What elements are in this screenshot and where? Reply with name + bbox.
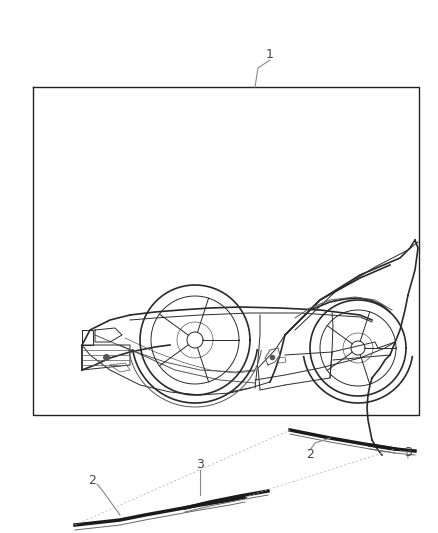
- Text: 2: 2: [88, 473, 96, 487]
- Text: 3: 3: [196, 458, 204, 472]
- Text: 1: 1: [266, 49, 274, 61]
- Text: 3: 3: [404, 447, 412, 459]
- Text: 2: 2: [306, 448, 314, 462]
